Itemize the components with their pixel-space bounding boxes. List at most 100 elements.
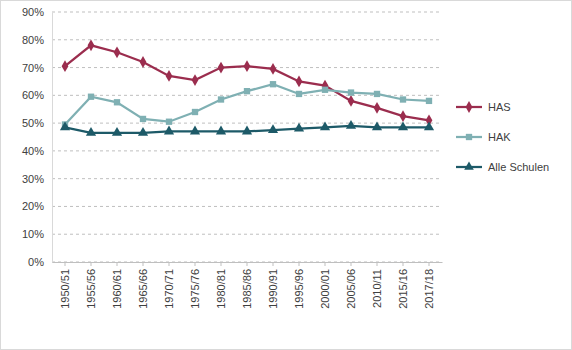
series-marker: [218, 96, 224, 102]
series-marker: [216, 126, 226, 135]
x-tick: 1960/61: [111, 262, 123, 309]
series-marker: [296, 76, 303, 88]
y-tick: 90%: [22, 6, 52, 18]
y-tick: 40%: [22, 145, 52, 157]
y-tick: 20%: [22, 200, 52, 212]
series-marker: [86, 127, 96, 136]
y-tick-label: 0%: [28, 256, 44, 268]
legend-item: HAS: [456, 101, 511, 113]
legend-label: HAS: [488, 101, 511, 113]
y-tick-label: 70%: [22, 62, 44, 74]
series-marker: [140, 116, 146, 122]
plot-area: 0%10%20%30%40%50%60%70%80%90%1950/511955…: [22, 6, 443, 309]
x-tick: 1995/96: [293, 262, 305, 309]
y-tick: 30%: [22, 173, 52, 185]
series-marker: [398, 121, 408, 130]
x-tick: 1980/81: [215, 262, 227, 309]
x-tick-label: 1950/51: [59, 269, 71, 309]
series-marker: [192, 74, 199, 86]
x-tick: 2017/18: [423, 262, 435, 309]
y-tick: 80%: [22, 34, 52, 46]
grid-line: [52, 178, 442, 179]
series-marker: [114, 99, 120, 105]
y-tick: 60%: [22, 89, 52, 101]
series-line: [65, 84, 429, 124]
x-tick-mark: [403, 262, 404, 266]
x-tick: 2010/11: [371, 262, 383, 308]
x-tick-label: 1980/81: [215, 269, 227, 309]
y-tick-label: 40%: [22, 145, 44, 157]
x-tick: 1985/86: [241, 262, 253, 309]
grid-line: [52, 206, 442, 207]
legend-label: HAK: [488, 131, 511, 143]
x-tick: 1990/91: [267, 262, 279, 309]
series-marker: [296, 91, 302, 97]
y-tick-label: 30%: [22, 173, 44, 185]
x-tick-label: 1955/56: [85, 269, 97, 309]
series-marker: [424, 121, 434, 130]
series-marker: [348, 95, 355, 107]
x-tick-label: 2017/18: [423, 269, 435, 309]
series-marker: [348, 89, 354, 95]
x-tick-label: 1975/76: [189, 269, 201, 309]
legend-label: Alle Schulen: [488, 161, 549, 173]
x-tick-mark: [195, 262, 196, 266]
series-marker: [242, 126, 252, 135]
series-marker: [426, 98, 432, 104]
x-tick-mark: [143, 262, 144, 266]
series-marker: [166, 119, 172, 125]
x-tick: 1975/76: [189, 262, 201, 309]
x-tick-label: 2015/16: [397, 269, 409, 309]
grid-line: [52, 39, 442, 40]
x-tick-mark: [325, 262, 326, 266]
series-marker: [62, 60, 69, 72]
series-marker: [400, 110, 407, 122]
y-tick-label: 50%: [22, 117, 44, 129]
series-marker: [218, 62, 225, 74]
chart: 0%10%20%30%40%50%60%70%80%90%1950/511955…: [0, 0, 572, 350]
x-tick-mark: [273, 262, 274, 266]
x-tick-label: 2010/11: [371, 269, 383, 308]
y-tick-label: 20%: [22, 200, 44, 212]
series-marker: [294, 123, 304, 132]
x-axis: 1950/511955/561960/611965/661970/711975/…: [53, 262, 443, 309]
series-marker: [192, 109, 198, 115]
legend-item: HAK: [456, 131, 511, 143]
chart-frame: [1, 1, 572, 350]
x-tick: 1955/56: [85, 262, 97, 309]
legend: HAS HAK Alle Schulen: [456, 101, 549, 173]
x-tick-mark: [299, 262, 300, 266]
y-axis-line: [52, 13, 53, 263]
series-marker: [374, 102, 381, 114]
series-marker: [372, 121, 382, 130]
y-tick: 0%: [28, 256, 52, 268]
series-marker: [114, 46, 121, 58]
series-marker: [270, 63, 277, 75]
y-tick-label: 60%: [22, 89, 44, 101]
series-marker: [140, 56, 147, 68]
series-marker: [164, 126, 174, 135]
x-tick-mark: [351, 262, 352, 266]
x-tick-mark: [377, 262, 378, 266]
series-marker: [244, 88, 250, 94]
series-marker: [268, 124, 278, 133]
x-tick: 2000/01: [319, 262, 331, 309]
grid-line: [52, 123, 442, 124]
x-tick-mark: [247, 262, 248, 266]
series-marker: [270, 81, 276, 87]
legend-marker: [464, 161, 474, 169]
x-tick-label: 1995/96: [293, 269, 305, 309]
series-marker: [88, 94, 94, 100]
series-marker: [60, 121, 70, 130]
x-tick-label: 1960/61: [111, 269, 123, 309]
series-marker: [244, 60, 251, 72]
legend-marker: [466, 134, 472, 140]
grid-line: [52, 12, 442, 13]
x-tick-mark: [429, 262, 430, 266]
x-tick: 1950/51: [59, 262, 71, 309]
series-group: [60, 39, 434, 135]
grid-line: [52, 234, 442, 235]
series-marker: [190, 126, 200, 135]
x-tick: 2005/06: [345, 262, 357, 309]
series-marker: [138, 127, 148, 136]
